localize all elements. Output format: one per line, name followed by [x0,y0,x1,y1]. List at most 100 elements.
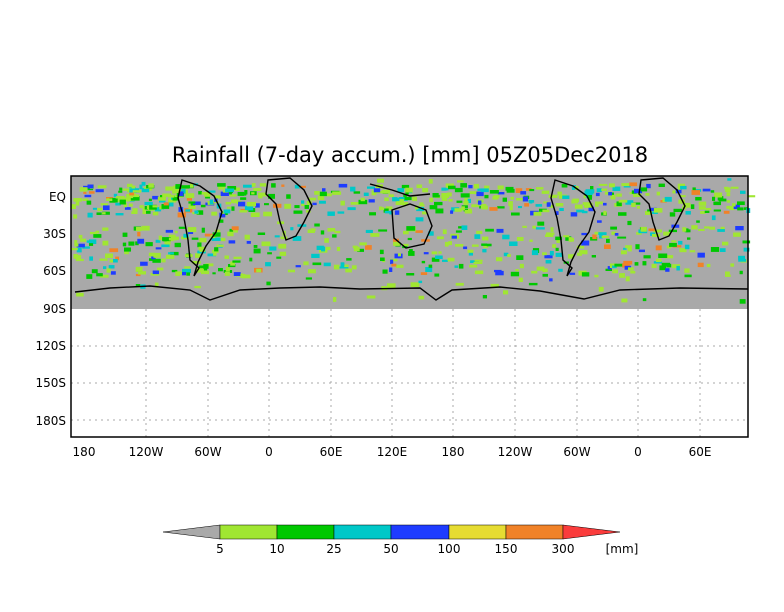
rain-cell [584,190,594,195]
rain-cell [591,255,596,258]
rain-cell [229,194,237,197]
rain-cell [96,273,103,277]
rain-cell [381,189,390,194]
rain-cell [454,187,463,193]
rain-cell [116,196,125,199]
rain-cell [729,207,735,211]
rain-cell [174,236,179,240]
rain-cell [695,197,702,201]
rain-cell [503,290,509,295]
rain-cell [163,238,167,242]
rain-cell [224,255,229,259]
rain-cell [588,206,594,212]
rain-cell [509,241,518,246]
rain-cell [216,244,224,247]
rain-cell [428,179,433,184]
rain-cell [183,233,189,238]
rain-cell [130,196,140,201]
rain-cell [184,266,191,269]
rain-cell [490,283,499,287]
rain-cell [592,234,597,240]
rain-cell [238,201,246,207]
y-tick-label: 180S [35,414,66,428]
rain-cell [565,236,572,241]
rain-cell [322,188,326,192]
rain-cell [225,188,234,193]
rain-cell [607,266,612,270]
rain-cell [598,183,608,186]
rain-cell [365,229,373,233]
rain-cell [649,207,657,211]
rain-cell [84,194,92,198]
rain-cell [535,204,543,207]
rain-cell [581,240,590,246]
rain-cell [211,211,218,216]
rain-cell [743,247,750,252]
rain-cell [340,262,345,267]
rain-cell [382,269,388,274]
rain-cell [691,190,700,195]
rain-cell [152,195,159,200]
rain-cell [367,186,375,189]
rain-cell [579,250,588,255]
rain-cell [635,244,640,250]
rain-cell [630,270,636,274]
rain-cell [338,183,348,188]
rain-cell [397,253,401,257]
rain-cell [238,192,247,196]
rain-cell [377,178,384,183]
rain-cell [444,241,449,247]
rain-cell [610,226,617,230]
rain-cell [689,250,696,253]
rain-cell [542,268,548,273]
rain-cell [671,240,677,243]
rain-cell [186,197,192,201]
rain-cell [87,212,93,218]
rain-cell [738,255,745,260]
rain-cell [226,206,231,209]
rain-cell [148,183,154,188]
rain-cell [121,197,130,202]
rain-cell [141,181,146,186]
rain-cell [106,198,113,201]
rain-cell [122,232,128,237]
rain-cell [332,234,337,238]
rain-cell [543,201,549,204]
rain-cell [290,227,294,231]
rain-cell [397,188,404,193]
rain-cell [191,237,199,240]
rain-cell [629,182,638,187]
rain-cell [389,267,393,272]
rain-cell [516,198,524,201]
rain-cell [447,257,455,262]
rain-cell [441,193,449,198]
rain-cell [618,212,627,216]
rain-cell [481,205,488,210]
rain-cell [682,227,687,232]
rain-cell [429,205,438,210]
rain-cell [732,203,736,207]
rain-cell [96,212,102,215]
rain-cell [273,203,282,208]
rain-cell [612,186,621,191]
rain-cell [145,242,153,247]
rain-cell [168,237,177,241]
rain-cell [467,249,474,253]
rain-cell [442,259,448,262]
rain-cell [697,252,705,258]
colorbar-label: 10 [269,542,284,556]
rain-cell [555,252,563,257]
rain-cell [571,199,578,204]
rain-cell [531,250,539,256]
rain-cell [461,206,465,211]
rain-cell [393,241,400,246]
rain-cell [148,198,152,202]
rain-cell [86,274,93,279]
rain-cell [393,197,400,202]
rain-cell [508,201,513,207]
rain-cell [616,201,622,207]
rain-cell [383,208,389,213]
rain-cell [82,198,89,201]
rain-cell [256,268,262,273]
rain-cell [71,247,78,251]
